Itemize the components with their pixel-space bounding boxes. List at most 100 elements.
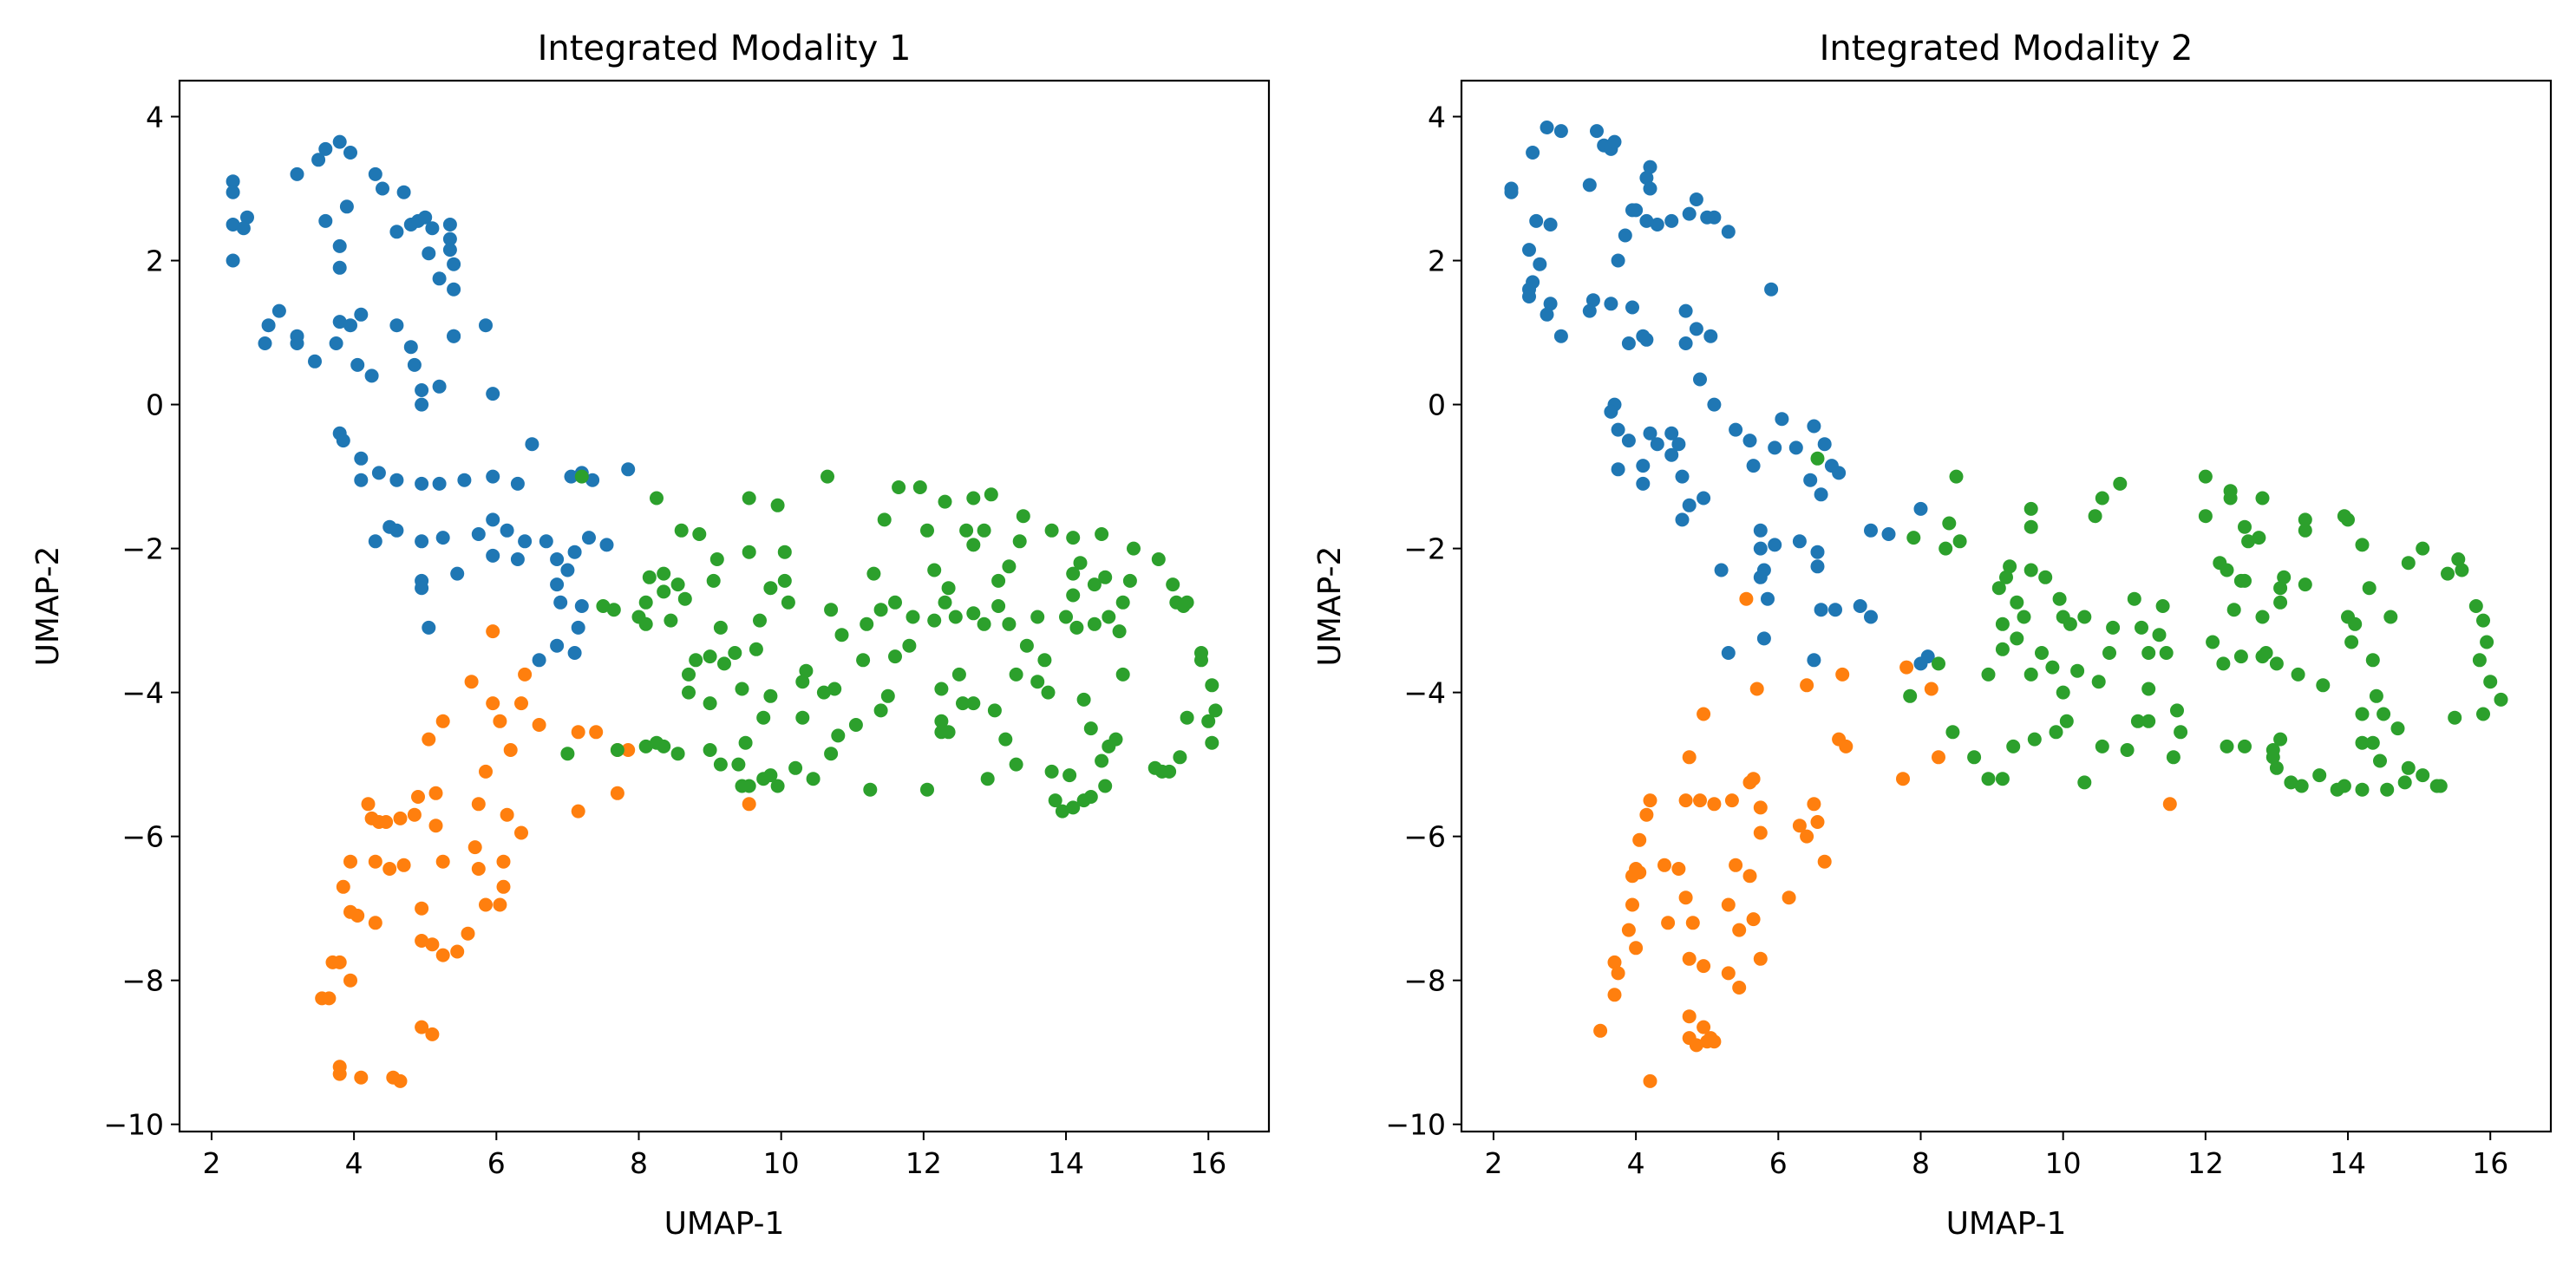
data-point xyxy=(496,854,511,869)
data-point xyxy=(1807,653,1821,668)
data-point xyxy=(1604,297,1618,311)
data-point xyxy=(1832,466,1847,480)
data-point xyxy=(1625,300,1639,315)
data-point xyxy=(1639,332,1654,347)
data-point xyxy=(1087,577,1102,592)
data-point xyxy=(966,696,981,711)
y-tick-label: 4 xyxy=(1428,101,1446,134)
data-point xyxy=(682,685,696,700)
data-point xyxy=(2380,782,2395,797)
data-point xyxy=(425,937,440,952)
data-point xyxy=(1083,790,1098,804)
data-point xyxy=(1945,725,1960,740)
data-point xyxy=(479,764,493,779)
data-point xyxy=(2174,725,2188,740)
data-point xyxy=(329,336,343,350)
data-point xyxy=(571,725,585,740)
data-point xyxy=(1753,541,1768,556)
y-tick-label: −6 xyxy=(121,820,164,854)
data-point xyxy=(432,379,447,394)
data-point xyxy=(873,603,888,617)
data-point xyxy=(610,743,624,757)
data-point xyxy=(799,663,814,678)
data-point xyxy=(1643,793,1657,808)
data-point xyxy=(1066,800,1081,815)
data-point xyxy=(1864,610,1878,624)
data-point xyxy=(407,357,422,372)
data-point xyxy=(560,563,575,577)
data-point xyxy=(1162,764,1177,779)
data-point xyxy=(664,613,678,628)
data-point xyxy=(1682,750,1697,765)
data-point xyxy=(322,991,337,1006)
data-point xyxy=(525,437,539,452)
data-point xyxy=(2198,469,2213,484)
data-point xyxy=(980,772,995,786)
data-point xyxy=(1095,753,1109,768)
data-point xyxy=(1062,768,1077,783)
data-point xyxy=(407,807,422,822)
data-point xyxy=(486,512,500,527)
data-point xyxy=(831,728,846,743)
data-point xyxy=(2155,599,2170,613)
data-point xyxy=(1721,966,1736,981)
data-point xyxy=(1881,527,1896,541)
data-point xyxy=(396,185,411,199)
data-point xyxy=(422,246,436,261)
data-point xyxy=(435,531,450,545)
data-point xyxy=(1803,473,1818,487)
data-point xyxy=(1707,1034,1722,1049)
data-point xyxy=(742,491,756,506)
data-point xyxy=(824,603,839,617)
data-point xyxy=(1009,667,1023,682)
data-point xyxy=(2038,570,2053,584)
data-point xyxy=(1066,588,1081,603)
data-point xyxy=(368,166,382,181)
data-point xyxy=(332,1067,347,1081)
data-point xyxy=(1995,772,2010,786)
data-point xyxy=(396,858,411,872)
data-point xyxy=(2024,563,2038,577)
data-point xyxy=(2006,739,2021,753)
data-point xyxy=(2344,635,2359,649)
data-point xyxy=(1678,793,1693,808)
data-point xyxy=(1098,570,1113,584)
data-point xyxy=(2077,775,2092,790)
data-point xyxy=(2355,538,2370,552)
data-point xyxy=(1906,531,1921,545)
x-tick-label: 12 xyxy=(2187,1146,2224,1180)
data-point xyxy=(806,772,821,786)
data-point xyxy=(1611,422,1625,437)
data-point xyxy=(948,610,963,624)
data-point xyxy=(1899,660,1914,675)
data-point xyxy=(2017,610,2031,624)
data-point xyxy=(1037,653,1052,668)
data-point xyxy=(2355,735,2370,750)
data-point xyxy=(706,573,721,588)
data-point xyxy=(350,909,365,923)
data-point xyxy=(1636,459,1651,473)
data-point xyxy=(364,369,379,383)
data-point xyxy=(1016,509,1030,524)
data-point xyxy=(682,667,696,682)
data-point xyxy=(1205,735,1219,750)
data-point xyxy=(2045,660,2060,675)
data-point xyxy=(571,620,585,635)
data-point xyxy=(379,815,394,829)
data-point xyxy=(2024,667,2038,682)
x-axis-label: UMAP-1 xyxy=(1946,1206,2067,1242)
data-point xyxy=(1201,714,1216,728)
data-point xyxy=(1533,257,1547,271)
data-point xyxy=(2255,491,2270,506)
series-2 xyxy=(1810,451,2508,797)
data-point xyxy=(1828,603,1842,617)
data-point xyxy=(1012,534,1027,549)
data-point xyxy=(821,469,834,484)
data-point xyxy=(966,538,981,552)
series-0 xyxy=(226,134,636,668)
series-0 xyxy=(1504,121,1935,671)
data-point xyxy=(1618,228,1632,243)
data-point xyxy=(1066,531,1081,545)
data-point xyxy=(1632,832,1647,847)
y-tick-label: 4 xyxy=(146,101,164,134)
